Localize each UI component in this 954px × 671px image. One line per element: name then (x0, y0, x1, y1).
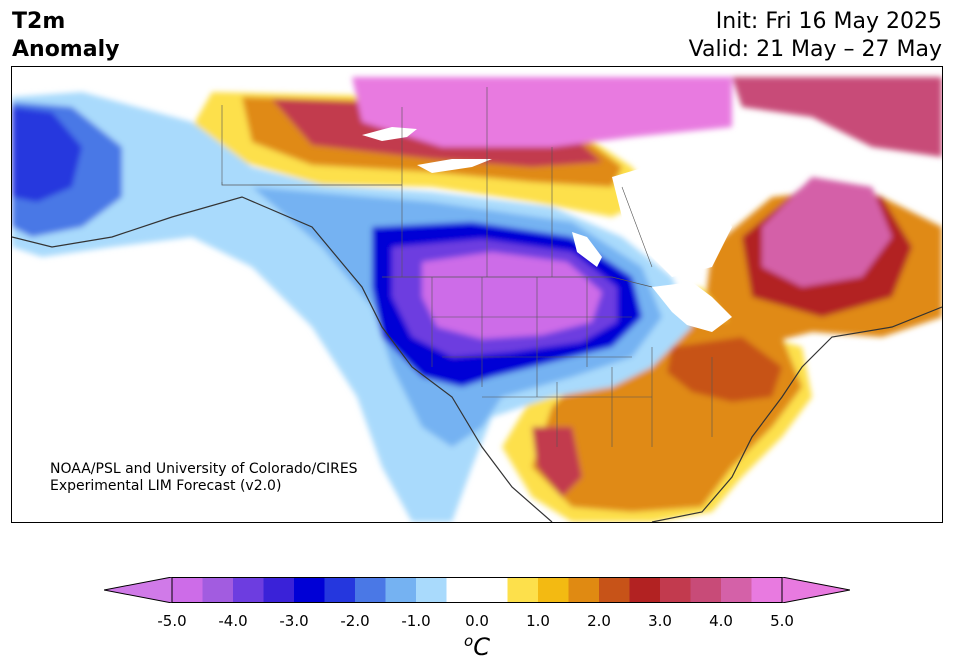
attribution-line-1: NOAA/PSL and University of Colorado/CIRE… (50, 461, 358, 477)
anomaly-map: NOAA/PSL and University of Colorado/CIRE… (11, 66, 943, 523)
colorbar-segment (599, 577, 630, 603)
colorbar-tick-label: 3.0 (648, 612, 672, 630)
forecast-dates: Init: Fri 16 May 2025 Valid: 21 May – 27… (689, 8, 942, 64)
colorbar-segment (629, 577, 661, 603)
colorbar-tick-label: 0.0 (465, 612, 489, 630)
colorbar-tick-label: -3.0 (279, 612, 309, 630)
coastline (12, 196, 942, 522)
colorbar-segment (233, 577, 264, 603)
great-lakes (652, 282, 732, 332)
colorbar-segment (294, 577, 325, 603)
cold-alaska-lightblue (12, 92, 692, 522)
colorbar-segment (751, 577, 783, 603)
great-slave-lake (417, 159, 492, 173)
colorbar-segment (721, 577, 752, 603)
colorbar-tick-label: -4.0 (218, 612, 248, 630)
title-line-1: T2m (12, 9, 66, 34)
colorbar-segment (538, 577, 569, 603)
colorbar-segment (324, 577, 356, 603)
colorbar-tick-label: -5.0 (157, 612, 187, 630)
title-line-2: Anomaly (12, 37, 120, 62)
cold-alaska-deepblue (12, 107, 82, 202)
warm-quebec-magenta (762, 177, 892, 287)
colorbar-tick-label: -1.0 (401, 612, 431, 630)
map-title: T2m Anomaly (12, 8, 119, 64)
colorbar-segment (385, 577, 417, 603)
init-date: Init: Fri 16 May 2025 (715, 9, 942, 34)
colorbar-segment (507, 577, 539, 603)
attribution-line-2: Experimental LIM Forecast (v2.0) (50, 478, 282, 494)
us-canada-border (221, 182, 653, 288)
colorbar-tick-label: 5.0 (770, 612, 794, 630)
colorbar-segment (446, 577, 478, 603)
great-bear-lake (362, 127, 417, 141)
warm-arctic-northeast (732, 77, 942, 157)
colorbar-under-arrow (104, 577, 173, 603)
colorbar-over-arrow (781, 577, 850, 603)
warm-band-arctic-magenta (352, 77, 732, 147)
valid-range: Valid: 21 May – 27 May (688, 37, 942, 62)
colorbar-tick-label: 2.0 (587, 612, 611, 630)
colorbar-segment (355, 577, 386, 603)
colorbar-segment (263, 577, 295, 603)
colorbar-segment (416, 577, 447, 603)
canada-province-borders (221, 87, 653, 277)
colorbar-segment (690, 577, 722, 603)
colorbar-outline (171, 577, 783, 603)
colorbar-segment (568, 577, 600, 603)
attribution: NOAA/PSL and University of Colorado/CIRE… (50, 461, 358, 495)
state-borders (431, 277, 713, 447)
warm-mexico-red (532, 427, 582, 497)
anomaly-map-svg (12, 77, 942, 522)
colorbar (104, 577, 850, 603)
lake-winnipeg (572, 232, 602, 267)
unit-label: oC (464, 632, 490, 661)
colorbar-segment (202, 577, 234, 603)
colorbar-tick-label: 4.0 (709, 612, 733, 630)
colorbar-segments (172, 577, 783, 603)
colorbar-tick-label: 1.0 (526, 612, 550, 630)
colorbar-segment (660, 577, 691, 603)
warm-east-darkorange (667, 337, 782, 402)
colorbar-segment (477, 577, 508, 603)
colorbar-tick-label: -2.0 (340, 612, 370, 630)
hudson-bay (612, 162, 732, 277)
colorbar-segment (172, 577, 203, 603)
